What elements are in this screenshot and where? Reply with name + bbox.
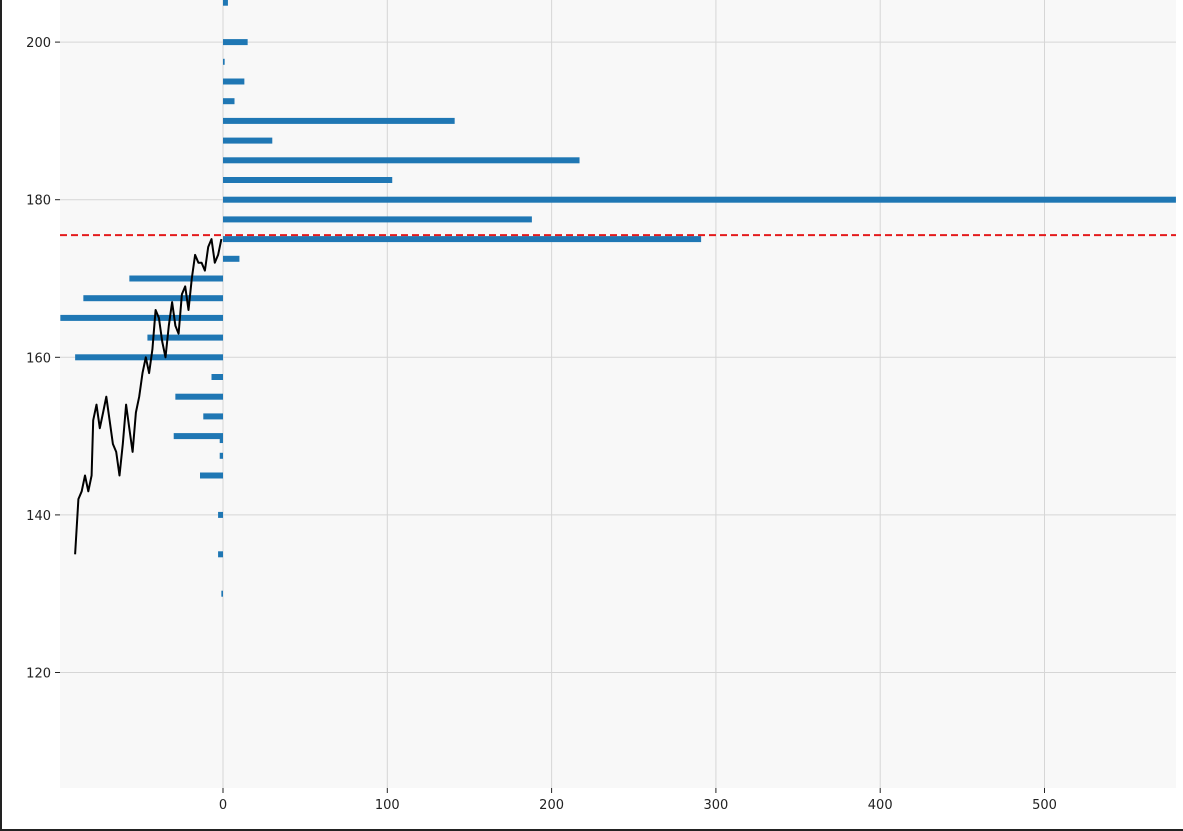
- volume-bar: [147, 334, 223, 341]
- volume-bar: [211, 374, 223, 380]
- volume-bar: [223, 0, 228, 6]
- volume-bar: [223, 255, 240, 262]
- plot-area: [60, 0, 1176, 788]
- y-tick-label: 180: [26, 194, 51, 209]
- x-axis-ticks: 0 100 200 300 400 500: [219, 788, 1057, 813]
- volume-bar: [223, 157, 580, 164]
- volume-bar: [223, 216, 532, 223]
- volume-bar: [175, 393, 223, 400]
- volume-bar: [218, 511, 223, 518]
- volume-bar: [219, 452, 223, 459]
- volume-bar: [223, 117, 455, 124]
- y-tick-label: 140: [26, 509, 51, 524]
- volume-bar: [223, 98, 235, 105]
- y-axis-ticks: 120 140 160 180 200: [26, 36, 60, 682]
- price-line: [74, 238, 223, 555]
- x-tick-label: 0: [219, 798, 227, 813]
- volume-bar: [223, 196, 1176, 203]
- volume-bars: [60, 0, 1176, 597]
- volume-bar: [223, 58, 225, 65]
- y-tick-label: 200: [26, 36, 51, 51]
- y-tick-label: 120: [26, 667, 51, 682]
- x-tick-label: 200: [539, 798, 564, 813]
- volume-bar: [60, 314, 223, 321]
- volume-bar: [83, 295, 223, 302]
- x-tick-label: 500: [1032, 798, 1057, 813]
- volume-bar: [223, 137, 273, 144]
- volume-bar: [129, 275, 223, 282]
- x-tick-label: 400: [868, 798, 893, 813]
- volume-bar: [199, 472, 223, 479]
- volume-bar: [203, 413, 223, 420]
- x-tick-label: 300: [703, 798, 728, 813]
- volume-bar: [173, 433, 223, 440]
- volume-bar: [223, 236, 702, 243]
- volume-bar: [223, 39, 248, 46]
- volume-bar: [219, 437, 223, 444]
- volume-bar: [75, 354, 223, 361]
- volume-bar: [221, 590, 223, 597]
- x-tick-label: 100: [375, 798, 400, 813]
- volume-bar: [218, 551, 223, 558]
- y-tick-label: 160: [26, 351, 51, 366]
- volume-bar: [223, 177, 393, 183]
- volume-bar: [223, 78, 245, 85]
